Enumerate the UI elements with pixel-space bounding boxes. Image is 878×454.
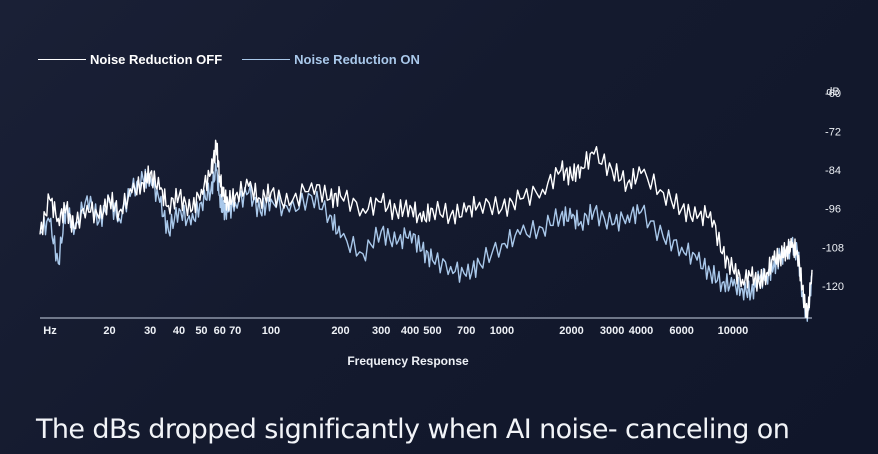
legend-label-off: Noise Reduction OFF	[90, 52, 223, 67]
y-tick-label: -84	[825, 165, 841, 177]
x-tick-label: 4000	[629, 325, 653, 337]
legend-line-on	[242, 59, 291, 60]
y-tick-label: -72	[825, 127, 841, 139]
x-tick-label: 20	[103, 325, 115, 337]
x-tick-label: 1000	[490, 325, 514, 337]
legend: Noise Reduction OFF Noise Reduction ON	[38, 52, 440, 67]
y-tick-label: -60	[825, 88, 841, 100]
y-tick-label: -108	[822, 242, 844, 254]
legend-item-off: Noise Reduction OFF	[38, 52, 222, 67]
legend-label-on: Noise Reduction ON	[294, 52, 420, 67]
x-tick-label: 100	[262, 325, 280, 337]
x-tick-label: 60	[214, 325, 226, 337]
x-tick-label: 300	[372, 325, 390, 337]
y-tick-label: -120	[822, 281, 844, 293]
x-tick-label: 70	[229, 325, 241, 337]
x-unit-label: Hz	[43, 325, 57, 337]
x-tick-label: 3000	[600, 325, 624, 337]
x-tick-label: 200	[331, 325, 349, 337]
y-unit-label: dB	[826, 86, 839, 98]
x-tick-label: 40	[173, 325, 185, 337]
x-tick-label: 10000	[718, 325, 749, 337]
x-tick-label: 500	[423, 325, 441, 337]
x-tick-label: 30	[144, 325, 156, 337]
series-line-off	[39, 139, 813, 319]
y-tick-label: -96	[825, 204, 841, 216]
x-axis-title: Frequency Response	[347, 354, 469, 368]
legend-item-on: Noise Reduction ON	[242, 52, 420, 67]
x-tick-label: 50	[195, 325, 207, 337]
x-tick-label: 2000	[559, 325, 583, 337]
x-tick-label: 6000	[669, 325, 693, 337]
legend-line-off	[38, 59, 86, 60]
x-tick-label: 700	[457, 325, 475, 337]
x-tick-label: 400	[401, 325, 419, 337]
caption: The dBs dropped significantly when AI no…	[36, 414, 790, 445]
